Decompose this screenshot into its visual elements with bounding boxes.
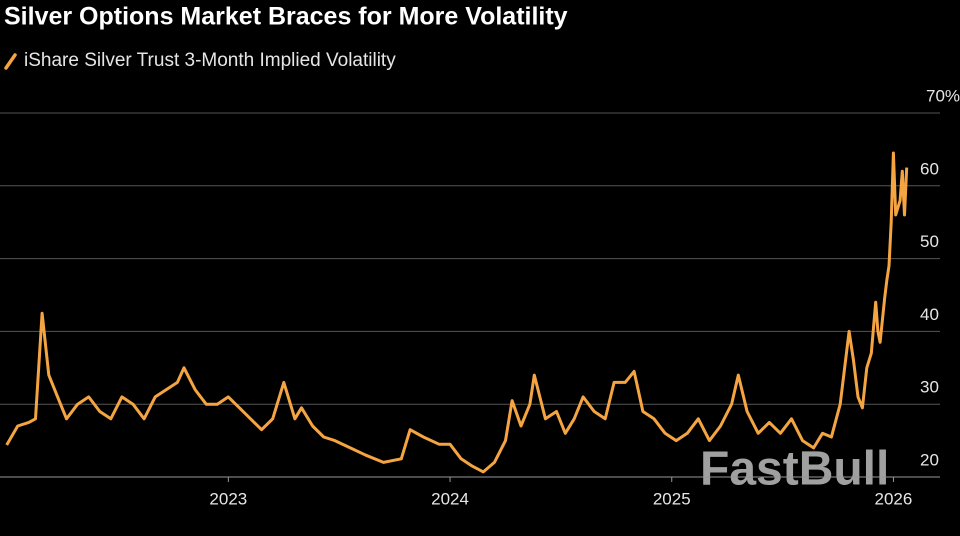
x-tick-label: 2023 [209, 489, 247, 508]
y-tick-label: 60 [920, 159, 939, 178]
x-tick-label: 2024 [431, 489, 469, 508]
x-tick-label: 2025 [653, 489, 691, 508]
y-tick-label: 70% [926, 86, 960, 105]
y-tick-label: 40 [920, 305, 939, 324]
legend: iShare Silver Trust 3-Month Implied Vola… [4, 50, 396, 71]
y-tick-label: 30 [920, 378, 939, 397]
legend-swatch [4, 53, 17, 70]
watermark: FastBull [700, 443, 889, 496]
series-line [5, 151, 909, 474]
x-tick-label: 2026 [875, 489, 913, 508]
y-tick-label: 20 [920, 450, 939, 469]
legend-label: iShare Silver Trust 3-Month Implied Vola… [24, 50, 396, 71]
y-tick-label: 50 [920, 232, 939, 251]
chart-title: Silver Options Market Braces for More Vo… [4, 3, 568, 31]
